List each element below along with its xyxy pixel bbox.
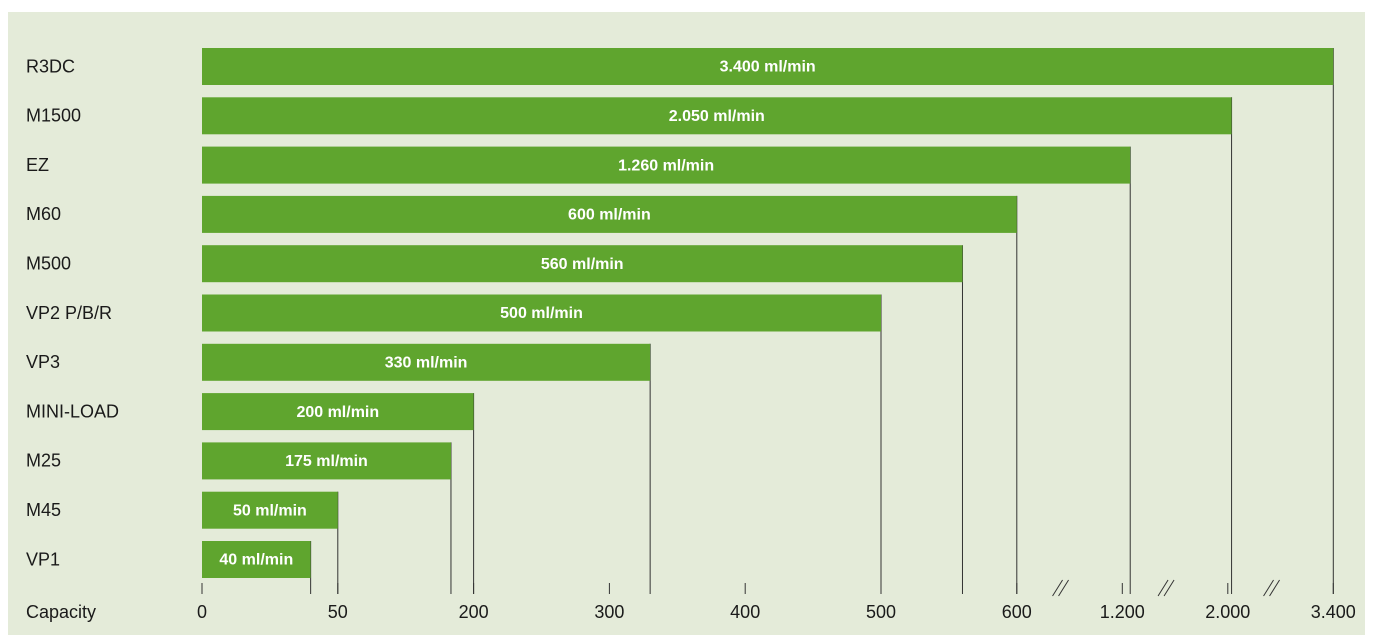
- bar: [202, 541, 311, 578]
- value-label: 600 ml/min: [568, 207, 651, 224]
- axis-break: [1263, 579, 1274, 597]
- value-label: 2.050 ml/min: [669, 108, 765, 125]
- category-label: M1500: [26, 106, 81, 126]
- category-label: MINI-LOAD: [26, 401, 119, 421]
- bar: [202, 245, 963, 283]
- value-label: 200 ml/min: [296, 404, 379, 421]
- bar: [202, 146, 1131, 184]
- value-label: 3.400 ml/min: [720, 59, 816, 76]
- bar: [202, 393, 474, 431]
- category-label: M500: [26, 253, 71, 273]
- category-label: M60: [26, 204, 61, 224]
- value-label: 50 ml/min: [233, 502, 307, 519]
- category-label: R3DC: [26, 56, 75, 76]
- x-tick-label: 3.400: [1311, 602, 1356, 622]
- x-tick-label: 50: [328, 602, 348, 622]
- category-label: VP1: [26, 549, 60, 569]
- category-label: EZ: [26, 155, 49, 175]
- value-label: 40 ml/min: [219, 552, 293, 569]
- x-tick-label: 500: [866, 602, 896, 622]
- x-tick-label: 300: [594, 602, 624, 622]
- value-label: 330 ml/min: [385, 355, 468, 372]
- value-label: 500 ml/min: [500, 305, 583, 322]
- bar: [202, 48, 1334, 85]
- category-label: VP3: [26, 352, 60, 372]
- axis-break: [1058, 579, 1069, 597]
- x-tick-label: 400: [730, 602, 760, 622]
- bar: [202, 97, 1232, 135]
- x-tick-label: 600: [1002, 602, 1032, 622]
- category-label: VP2 P/B/R: [26, 303, 112, 323]
- axis-break: [1157, 579, 1169, 597]
- value-label: 175 ml/min: [285, 453, 368, 470]
- category-label: M45: [26, 500, 61, 520]
- axis-break: [1269, 579, 1280, 597]
- x-axis-label: Capacity: [26, 602, 96, 622]
- x-tick-label: 2.000: [1205, 602, 1250, 622]
- x-tick-label: 1.200: [1100, 602, 1145, 622]
- x-tick-label: 0: [197, 602, 207, 622]
- bar: [202, 491, 338, 529]
- value-label: 1.260 ml/min: [618, 157, 714, 174]
- value-label: 560 ml/min: [541, 256, 624, 273]
- bar: [202, 442, 451, 480]
- x-tick-label: 200: [459, 602, 489, 622]
- bar: [202, 195, 1017, 233]
- axis-break: [1052, 579, 1063, 597]
- axis-break: [1163, 579, 1175, 597]
- bar: [202, 343, 651, 381]
- category-label: M25: [26, 451, 61, 471]
- bar: [202, 294, 881, 332]
